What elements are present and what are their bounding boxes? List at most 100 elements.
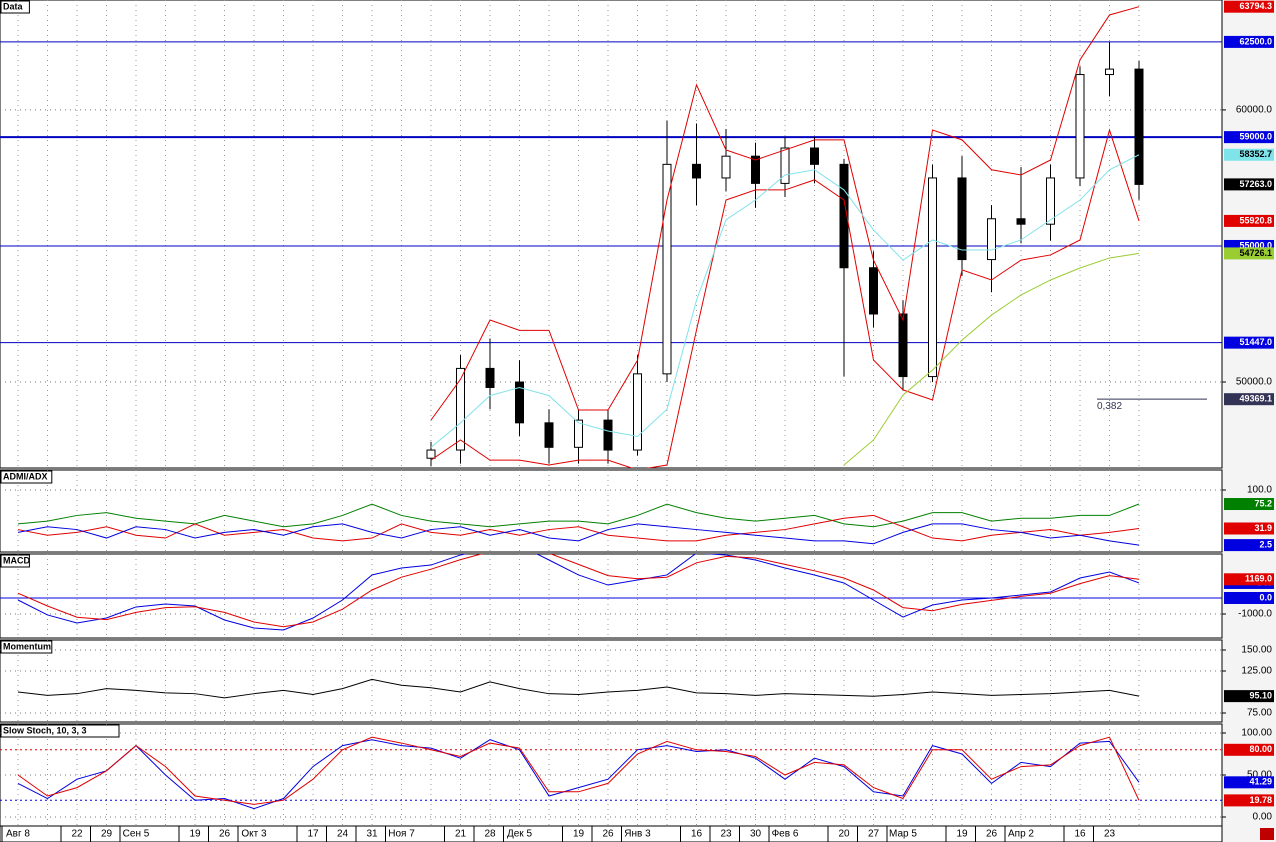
series-line — [17, 736, 1140, 805]
last-value-label-box — [1224, 148, 1274, 161]
fib-label: 0,382 — [1097, 401, 1122, 412]
candle-body — [869, 267, 878, 315]
y-tick-label: 100.00 — [1241, 728, 1272, 739]
candle-body — [692, 163, 701, 179]
x-tick-label: Ноя 7 — [388, 829, 415, 840]
zero-label-box — [1224, 592, 1274, 604]
h-line-label: 55000.0 — [1239, 240, 1272, 250]
last-value-label-box — [1224, 690, 1274, 703]
h-line-label: 62500.0 — [1239, 36, 1272, 46]
x-tick-label: Фев 6 — [772, 829, 799, 840]
x-tick-label: Апр 2 — [1008, 829, 1034, 840]
y-tick-label: 100.0 — [1247, 485, 1272, 496]
x-tick-label: 20 — [838, 829, 850, 840]
panel-title-box — [0, 640, 53, 654]
series-line — [430, 154, 1140, 448]
plot — [0, 640, 1222, 722]
last-value-label: 41.29 — [1249, 777, 1272, 787]
fib-value-label: 49369.1 — [1239, 394, 1272, 404]
last-value-label: 63794.3 — [1239, 1, 1272, 11]
last-value-label: 2.5 — [1259, 539, 1272, 549]
h-line-label-box — [1224, 35, 1274, 48]
x-tick-label: Мар 5 — [889, 829, 917, 840]
plot — [0, 554, 1222, 638]
level-label-box — [1224, 743, 1274, 756]
series-line — [430, 128, 1140, 468]
candle-body — [662, 163, 672, 375]
candle-body — [1016, 218, 1026, 225]
last-value-label: 75.2 — [1254, 498, 1272, 508]
plot — [0, 724, 1222, 826]
last-value-label-box — [1224, 498, 1274, 511]
x-tick-label: 31 — [366, 829, 378, 840]
panel-title: Data — [3, 1, 24, 11]
x-tick-label: 23 — [720, 829, 732, 840]
y-tick-label: 0.00 — [1253, 812, 1273, 823]
last-value-label-box — [1224, 522, 1274, 535]
last-value-label: 58352.7 — [1239, 149, 1272, 159]
last-value-label-box — [1224, 0, 1274, 13]
last-close-label: 57263.0 — [1239, 179, 1272, 189]
x-tick-label: Сен 5 — [123, 829, 150, 840]
x-tick-label: 26 — [602, 829, 614, 840]
x-tick-label: 30 — [750, 829, 762, 840]
x-tick-label: 19 — [956, 829, 968, 840]
panel-title: ADMI/ADX — [3, 471, 48, 481]
candle-body — [485, 367, 495, 388]
series-line — [17, 523, 1140, 546]
last-value-label: 55920.8 — [1239, 215, 1272, 225]
candle-body — [456, 367, 465, 451]
x-tick-label: 26 — [219, 829, 231, 840]
last-value-label-box — [1224, 794, 1274, 807]
last-value-label-box — [1224, 247, 1274, 260]
x-tick-label: Дек 5 — [507, 829, 532, 840]
last-close-label-box — [1224, 178, 1274, 191]
y-tick-label: 75.00 — [1247, 708, 1272, 719]
x-tick-label: 26 — [986, 829, 998, 840]
x-tick-label: 28 — [484, 829, 496, 840]
last-value-label-box — [1224, 214, 1274, 227]
panel — [0, 0, 1223, 469]
panel-title-box — [0, 554, 30, 568]
x-tick-label: 21 — [455, 829, 467, 840]
zero-label: 0.0 — [1259, 592, 1272, 602]
panel-title: MACD — [3, 555, 30, 565]
series-line — [17, 678, 1140, 699]
series-line — [17, 554, 1140, 628]
panel — [0, 639, 1223, 723]
panel-title-box — [0, 724, 120, 738]
x-tick-label: Авг 8 — [6, 829, 30, 840]
series-line — [17, 739, 1140, 810]
x-tick-label: 24 — [337, 829, 349, 840]
h-line-label-box — [1224, 131, 1274, 144]
y-tick-label: 125.00 — [1241, 666, 1272, 677]
candle-body — [751, 155, 760, 184]
candle-body — [780, 147, 790, 184]
series-line — [430, 6, 1140, 421]
h-line-label: 59000.0 — [1239, 132, 1272, 142]
x-tick-label: 19 — [189, 829, 201, 840]
corner-button[interactable] — [1260, 828, 1274, 840]
last-value-label-box — [1224, 776, 1274, 789]
last-value-label: 1169.0 — [1245, 574, 1272, 584]
x-tick-label: 16 — [691, 829, 703, 840]
last-value-label: 31.9 — [1254, 523, 1272, 533]
series-line — [17, 554, 1140, 631]
x-tick-label: 16 — [1074, 829, 1086, 840]
series-line — [17, 514, 1140, 542]
h-line-label: 51447.0 — [1239, 337, 1272, 347]
candle-body — [633, 373, 642, 451]
x-tick-label: Окт 3 — [241, 829, 267, 840]
series-line — [843, 252, 1140, 466]
panel-title: Momentum — [3, 641, 51, 651]
last-value-label: 54726.1 — [1239, 248, 1272, 258]
fib-value-label-box — [1224, 393, 1274, 406]
x-tick-label: Янв 3 — [624, 829, 651, 840]
x-tick-label: 22 — [71, 829, 83, 840]
plot — [0, 470, 1222, 552]
candle-body — [574, 419, 583, 448]
x-tick-label: 17 — [307, 829, 319, 840]
candle-body — [957, 177, 967, 261]
panel — [0, 553, 1223, 639]
